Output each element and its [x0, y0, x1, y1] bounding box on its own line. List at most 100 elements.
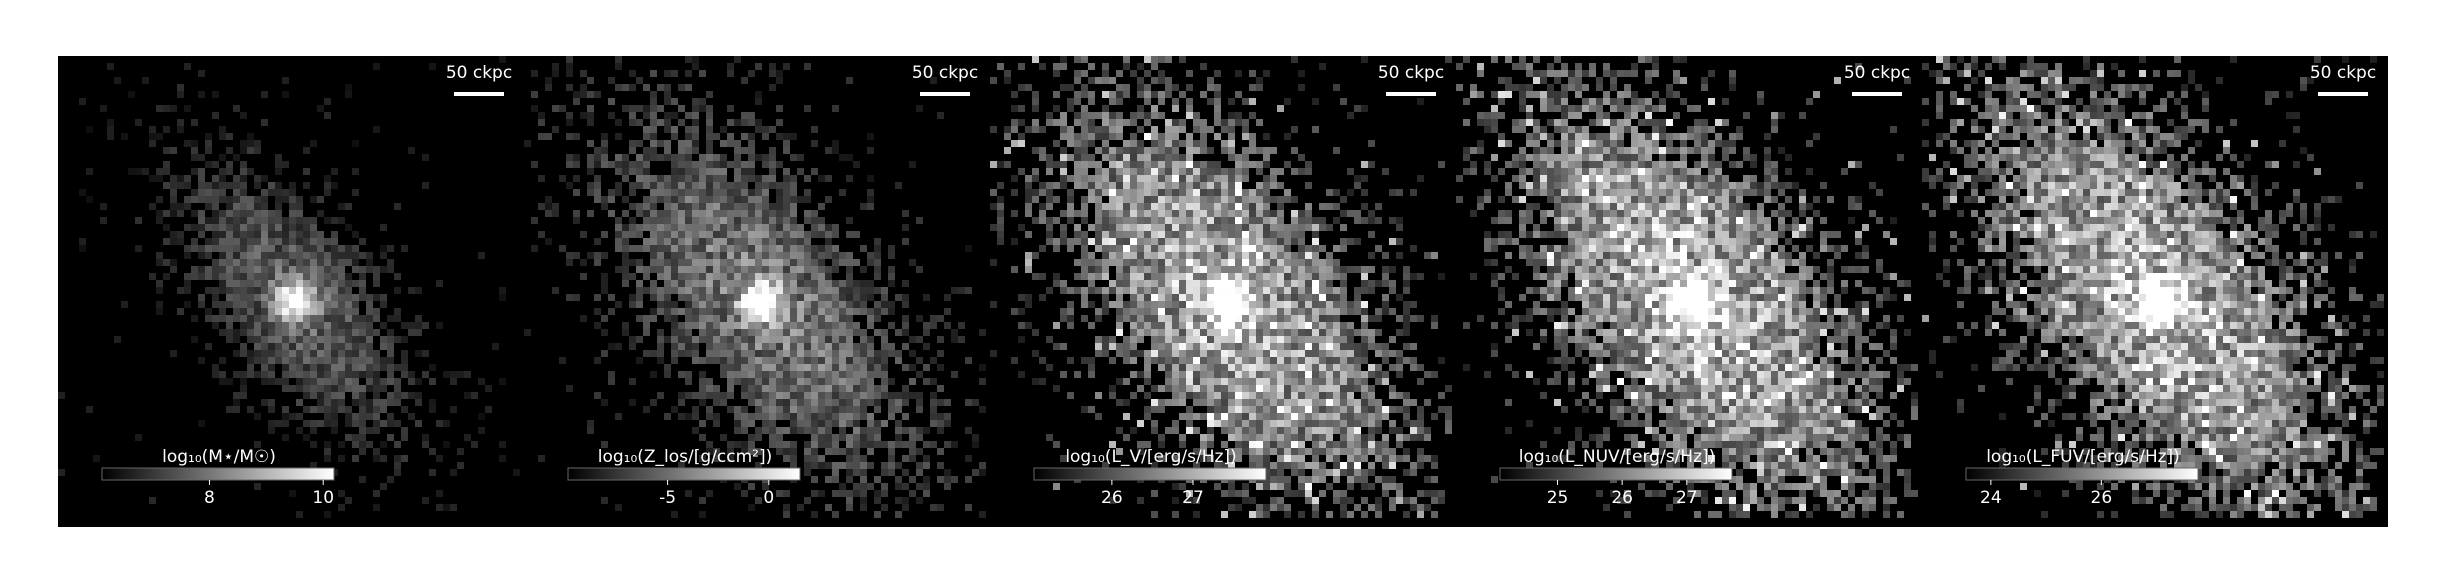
pixel	[853, 343, 860, 350]
pixel	[1067, 105, 1074, 112]
pixel	[916, 448, 923, 455]
pixel	[706, 105, 713, 112]
pixel	[594, 91, 601, 98]
pixel	[163, 126, 170, 133]
pixel	[1361, 217, 1368, 224]
pixel	[881, 336, 888, 343]
pixel	[1403, 322, 1410, 329]
pixel	[1361, 308, 1368, 315]
pixel	[1291, 147, 1298, 154]
pixel	[1158, 196, 1165, 203]
pixel	[184, 301, 191, 308]
pixel	[734, 364, 741, 371]
pixel	[1729, 70, 1736, 77]
pixel	[1116, 161, 1123, 168]
pixel	[587, 105, 594, 112]
pixel	[233, 182, 240, 189]
pixel	[1305, 483, 1312, 490]
pixel	[1256, 420, 1263, 427]
pixel	[867, 357, 874, 364]
pixel	[1477, 63, 1484, 70]
pixel	[958, 336, 965, 343]
pixel	[303, 252, 310, 259]
pixel	[811, 308, 818, 315]
pixel	[601, 399, 608, 406]
pixel	[1235, 203, 1242, 210]
pixel	[1319, 462, 1326, 469]
pixel	[755, 427, 762, 434]
pixel	[853, 350, 860, 357]
pixel	[636, 203, 643, 210]
pixel	[1263, 294, 1270, 301]
pixel	[170, 105, 177, 112]
pixel	[254, 371, 261, 378]
pixel	[1130, 119, 1137, 126]
pixel	[762, 210, 769, 217]
pixel	[1242, 259, 1249, 266]
pixel	[296, 413, 303, 420]
pixel	[1249, 196, 1256, 203]
pixel	[310, 420, 317, 427]
pixel	[531, 217, 538, 224]
pixel	[485, 406, 492, 413]
pixel	[790, 252, 797, 259]
pixel	[1277, 287, 1284, 294]
pixel	[741, 343, 748, 350]
pixel	[331, 308, 338, 315]
pixel	[1228, 231, 1235, 238]
pixel	[1256, 273, 1263, 280]
pixel	[1596, 77, 1603, 84]
pixel	[769, 301, 776, 308]
pixel	[212, 203, 219, 210]
pixel	[1312, 434, 1319, 441]
pixel	[1305, 182, 1312, 189]
pixel	[331, 266, 338, 273]
pixel	[1095, 343, 1102, 350]
pixel	[1389, 189, 1396, 196]
pixel	[699, 294, 706, 301]
pixel	[1270, 301, 1277, 308]
pixel	[1193, 378, 1200, 385]
pixel	[184, 245, 191, 252]
pixel	[706, 490, 713, 497]
pixel	[895, 406, 902, 413]
pixel	[1200, 126, 1207, 133]
pixel	[1242, 490, 1249, 497]
pixel	[797, 504, 804, 511]
pixel	[338, 203, 345, 210]
pixel	[1249, 301, 1256, 308]
pixel	[1312, 126, 1319, 133]
pixel	[720, 399, 727, 406]
pixel	[657, 266, 664, 273]
pixel	[401, 350, 408, 357]
pixel	[1067, 287, 1074, 294]
pixel	[1130, 140, 1137, 147]
pixel	[811, 357, 818, 364]
pixel	[1074, 238, 1081, 245]
pixel	[352, 420, 359, 427]
pixel	[1284, 329, 1291, 336]
pixel	[1354, 385, 1361, 392]
pixel	[499, 287, 506, 294]
pixel	[296, 322, 303, 329]
pixel	[226, 168, 233, 175]
pixel	[1102, 245, 1109, 252]
pixel	[1277, 504, 1284, 511]
pixel	[1277, 259, 1284, 266]
pixel	[275, 168, 282, 175]
pixel	[163, 168, 170, 175]
pixel	[233, 231, 240, 238]
pixel	[783, 280, 790, 287]
pixel	[331, 301, 338, 308]
pixel	[1221, 140, 1228, 147]
pixel	[1158, 245, 1165, 252]
pixel	[317, 420, 324, 427]
pixel	[923, 294, 930, 301]
pixel	[895, 434, 902, 441]
pixel	[867, 462, 874, 469]
pixel	[1165, 245, 1172, 252]
pixel	[1319, 315, 1326, 322]
pixel	[657, 301, 664, 308]
pixel	[1298, 287, 1305, 294]
